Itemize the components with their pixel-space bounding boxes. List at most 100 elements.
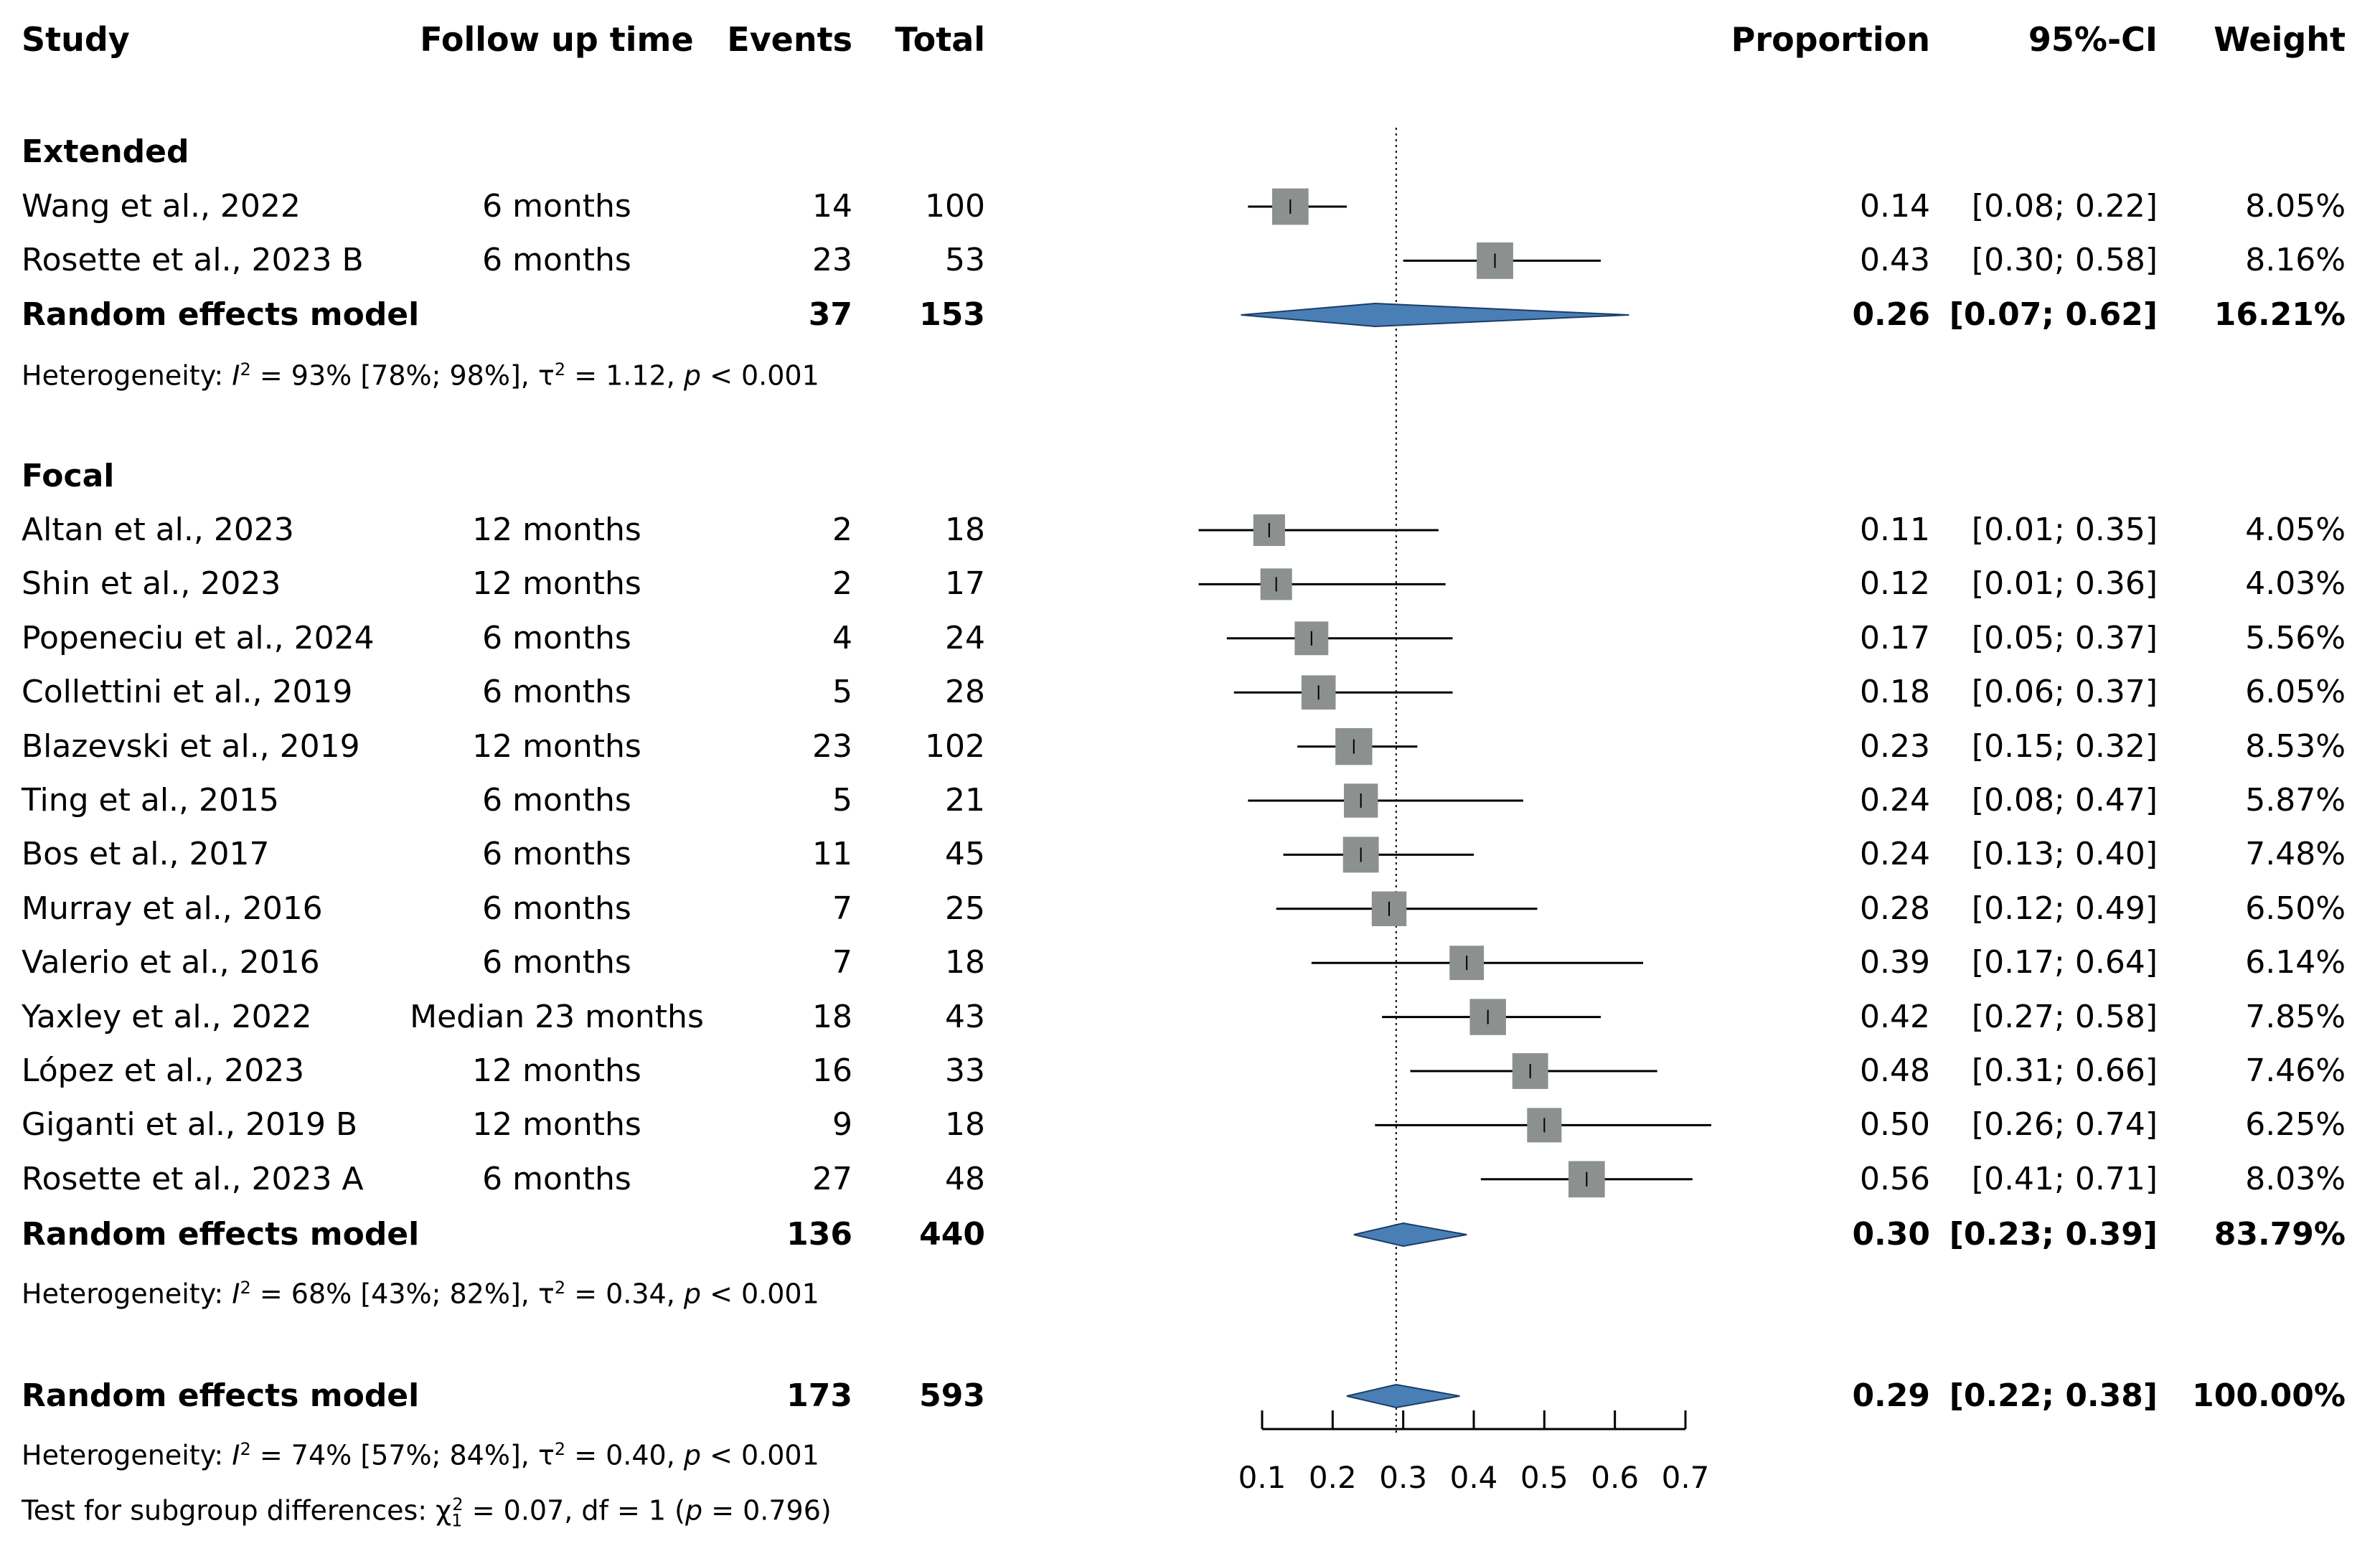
tau-superscript: 2 [554,359,566,380]
p-text: < 0.001 [701,1278,819,1310]
tau-text: = 1.12, [565,359,684,392]
total-value: 153 [919,296,985,333]
study-row: Bos et al., 2017 6 months 11 45 0.24 [0.13; 0… [0,833,2380,876]
i2-symbol: I [232,1278,240,1310]
weight-value: 8.53% [2245,727,2346,765]
proportion-value: 0.14 [1860,188,1930,225]
weight-value: 6.05% [2245,674,2346,711]
ci-value: [0.07; 0.62] [1949,296,2158,333]
events-value: 7 [832,890,852,927]
weight-value: 5.87% [2245,782,2346,819]
ci-value: [0.41; 0.71] [1971,1160,2158,1197]
header-proportion: Proportion [1731,20,1930,59]
study-name: Murray et al., 2016 [22,890,323,927]
ci-value: [0.05; 0.37] [1971,619,2158,656]
events-value: 2 [832,512,852,548]
overall-model-row: Random effects model 173 593 0.29 [0.22; 0.3… [0,1375,2380,1418]
study-name: Random effects model [22,296,420,333]
study-name: Rosette et al., 2023 B [22,242,364,279]
proportion-value: 0.11 [1860,512,1930,548]
tau-text: = 0.40, [565,1439,684,1471]
study-row: Shin et al., 2023 12 months 2 17 0.12 [0.01; … [0,562,2380,605]
ci-value: [0.13; 0.40] [1971,836,2158,873]
study-name: Random effects model [22,1216,420,1253]
ci-value: [0.06; 0.37] [1971,674,2158,711]
total-value: 21 [945,782,985,819]
x-tick-label: 0.4 [1450,1460,1498,1495]
follow-up-time: 12 months [472,512,641,548]
i2-superscript: 2 [240,1278,251,1298]
events-value: 5 [832,674,852,711]
follow-up-time: 6 months [482,188,631,225]
het-prefix: Heterogeneity: [22,1278,232,1310]
weight-value: 8.05% [2245,188,2346,225]
i2-text: = 74% [57%; 84%], τ [250,1439,555,1471]
tau-superscript: 2 [554,1278,566,1298]
total-value: 440 [919,1216,985,1253]
follow-up-time: 12 months [472,1052,641,1089]
follow-up-time: 6 months [482,836,631,873]
events-value: 2 [832,565,852,603]
p-symbol: p [683,1439,701,1471]
ci-value: [0.01; 0.36] [1971,565,2158,603]
weight-value: 6.50% [2245,890,2346,927]
total-value: 102 [925,727,985,765]
events-value: 11 [812,836,852,873]
events-value: 27 [812,1160,852,1197]
weight-value: 5.56% [2245,619,2346,656]
tau-text: = 0.34, [565,1278,684,1310]
total-value: 28 [945,674,985,711]
weight-value: 8.16% [2245,242,2346,279]
weight-value: 6.25% [2245,1106,2346,1144]
ci-value: [0.31; 0.66] [1971,1052,2158,1089]
weight-value: 4.05% [2245,512,2346,548]
p-symbol: p [683,1278,701,1310]
pooled-diamond [1241,302,1629,328]
ci-value: [0.22; 0.38] [1949,1377,2158,1414]
p-symbol: p [683,359,701,392]
follow-up-time: 6 months [482,619,631,656]
events-value: 136 [786,1216,852,1253]
group-label-0: Extended [22,133,189,170]
chi-subscript: 1 [451,1510,463,1531]
proportion-value: 0.56 [1860,1160,1930,1197]
ci-value: [0.17; 0.64] [1971,944,2158,981]
weight-value: 100.00% [2192,1377,2346,1414]
total-value: 53 [945,242,985,279]
follow-up-time: Median 23 months [410,998,704,1035]
follow-up-time: 6 months [482,242,631,279]
weight-value: 7.48% [2245,836,2346,873]
study-name: Altan et al., 2023 [22,512,294,548]
events-value: 9 [832,1106,852,1144]
x-tick-label: 0.1 [1238,1460,1287,1495]
pooled-diamond [1353,1222,1467,1248]
total-value: 100 [925,188,985,225]
header-follow-up: Follow up time [420,20,694,59]
header-ci: 95%-CI [2028,20,2158,59]
total-value: 43 [945,998,985,1035]
x-tick-label: 0.6 [1591,1460,1639,1495]
subgroup-test-text: = 0.07, df = 1 ( [463,1494,685,1527]
study-row: Rosette et al., 2023 B 6 months 23 53 0.43 [0… [0,239,2380,282]
p-text: < 0.001 [701,1439,819,1471]
follow-up-time: 6 months [482,782,631,819]
ci-value: [0.30; 0.58] [1971,242,2158,279]
study-name: Rosette et al., 2023 A [22,1160,364,1197]
ci-value: [0.26; 0.74] [1971,1106,2158,1144]
events-value: 23 [812,727,852,765]
total-value: 17 [945,565,985,603]
events-value: 4 [832,619,852,656]
follow-up-time: 6 months [482,944,631,981]
header-study: Study [22,20,130,59]
study-row: Blazevski et al., 2019 12 months 23 102 0.23… [0,725,2380,768]
weight-value: 7.46% [2245,1052,2346,1089]
total-value: 45 [945,836,985,873]
proportion-value: 0.43 [1860,242,1930,279]
events-value: 16 [812,1052,852,1089]
study-row: Valerio et al., 2016 6 months 7 18 0.39 [0.17… [0,941,2380,984]
total-value: 18 [945,512,985,548]
events-value: 14 [812,188,852,225]
total-value: 18 [945,1106,985,1144]
study-name: Popeneciu et al., 2024 [22,619,375,656]
